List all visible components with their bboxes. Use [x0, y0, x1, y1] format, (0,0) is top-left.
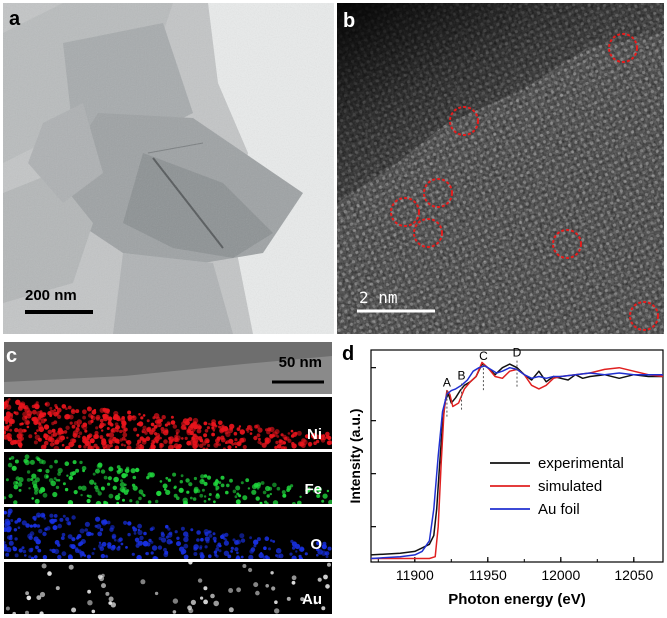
tem-micrograph: [3, 3, 334, 334]
scale-bar-label: 50 nm: [278, 354, 322, 371]
eds-map-ni: Ni: [4, 397, 332, 449]
x-axis-label: Photon energy (eV): [448, 591, 586, 608]
series-au-foil: [370, 365, 663, 560]
eds-haadf-strip: 50 nm: [4, 342, 332, 394]
eds-map-au: Au: [4, 562, 332, 614]
panel-label-c: c: [6, 345, 18, 367]
fe-dot-map: [4, 454, 332, 504]
au-dot-map: [5, 562, 331, 614]
o-dot-map: [4, 508, 332, 559]
panel-label-a: a: [9, 8, 21, 30]
panel-label-b: b: [343, 10, 356, 32]
element-label-au: Au: [302, 591, 322, 608]
element-label-ni: Ni: [307, 426, 322, 443]
peak-label: C: [479, 349, 488, 363]
legend-label: Au foil: [538, 501, 580, 518]
legend-label: experimental: [538, 455, 624, 472]
x-tick-label: 11950: [469, 567, 507, 583]
eds-map-o: O: [4, 507, 332, 559]
panel-c-eds-maps: 50 nm c Ni Fe O Au: [0, 338, 336, 618]
peak-label: D: [513, 346, 522, 360]
y-axis-label: Intensity (a.u.): [347, 409, 363, 504]
peak-label: B: [458, 369, 466, 383]
peak-label: A: [443, 376, 451, 390]
x-tick-label: 11900: [396, 567, 434, 583]
panel-a-tem-image: a 200 nm: [3, 3, 334, 334]
single-atom-markers: [390, 33, 659, 331]
eds-map-fe: Fe: [4, 452, 332, 504]
x-tick-label: 12000: [541, 567, 580, 583]
panel-b-haadf-image: b 2 nm: [337, 3, 664, 334]
x-tick-label: 12050: [614, 567, 653, 583]
element-label-fe: Fe: [304, 481, 322, 498]
panel-label-d: d: [342, 343, 355, 365]
element-label-o: O: [310, 536, 322, 553]
scale-bar-label: 200 nm: [25, 287, 77, 304]
ni-dot-map: [4, 398, 332, 449]
haadf-micrograph: [337, 3, 664, 334]
scale-bar-label: 2 nm: [359, 288, 398, 307]
xanes-plot: 11900 11950 12000 12050 ABC D experimental si…: [347, 346, 664, 608]
legend-label: simulated: [538, 478, 602, 495]
